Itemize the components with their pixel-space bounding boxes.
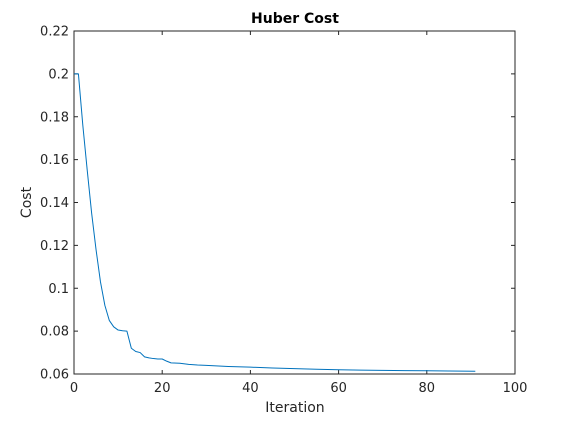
y-tick-label: 0.12 bbox=[40, 239, 69, 254]
x-axis: 0 20 40 60 80 100 bbox=[70, 31, 528, 396]
plot-area bbox=[73, 30, 516, 375]
y-tick-label: 0.14 bbox=[40, 196, 69, 211]
x-tick-label: 60 bbox=[330, 381, 347, 396]
y-tick-label: 0.06 bbox=[40, 368, 69, 383]
y-tick-label: 0.08 bbox=[40, 325, 69, 340]
x-tick-label: 0 bbox=[70, 381, 78, 396]
y-tick-label: 0.16 bbox=[40, 153, 69, 168]
series-line bbox=[74, 73, 476, 372]
x-axis-label: Iteration bbox=[265, 400, 324, 416]
y-axis-label: Cost bbox=[19, 186, 35, 218]
y-tick-label: 0.22 bbox=[40, 25, 69, 40]
x-tick-label: 20 bbox=[154, 381, 171, 396]
x-tick-label: 40 bbox=[242, 381, 259, 396]
y-tick-label: 0.1 bbox=[48, 282, 69, 297]
x-tick-label: 80 bbox=[419, 381, 436, 396]
chart-title: Huber Cost bbox=[251, 11, 339, 27]
series-layer bbox=[74, 73, 476, 372]
y-axis: 0.06 0.08 0.1 0.12 0.14 0.16 0.18 0.2 0.22 bbox=[40, 25, 515, 383]
x-tick-label: 100 bbox=[503, 381, 528, 396]
y-tick-label: 0.18 bbox=[40, 110, 69, 125]
y-tick-label: 0.2 bbox=[48, 67, 69, 82]
